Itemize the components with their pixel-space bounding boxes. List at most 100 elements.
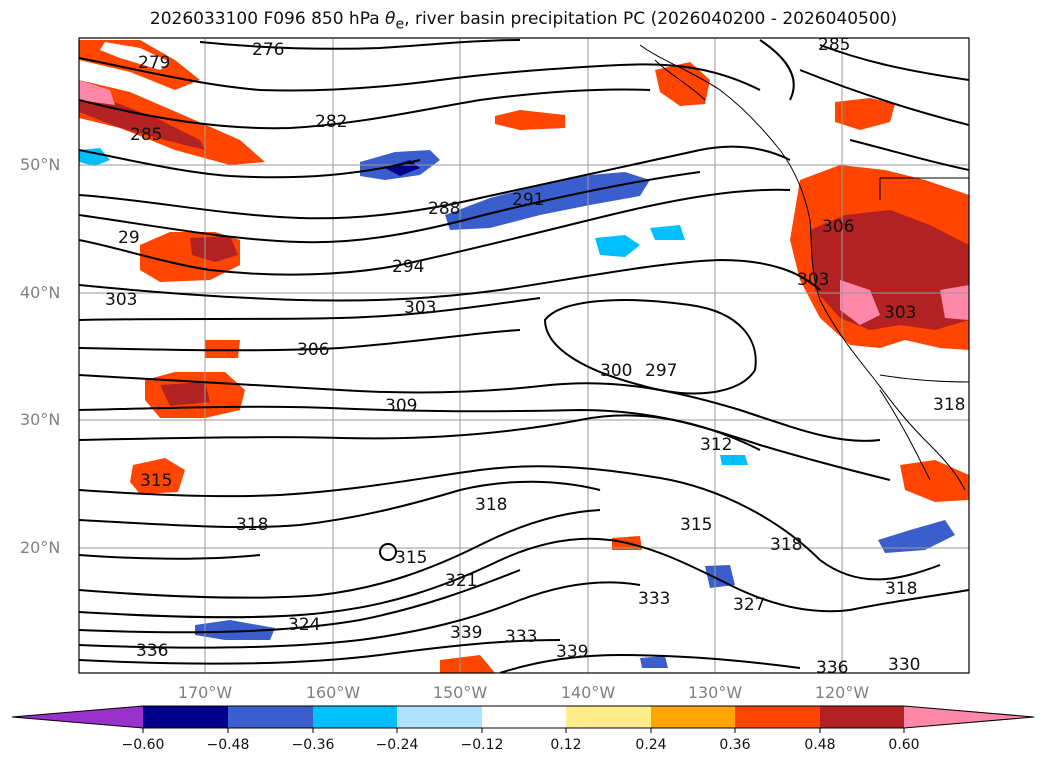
coastlines (639, 44, 969, 491)
contour-label: 339 (450, 623, 482, 643)
lon-label: 160°W (305, 683, 361, 702)
contour-label: 333 (638, 589, 670, 609)
colorbar-cell (566, 706, 651, 728)
colorbar-cell (820, 706, 904, 728)
anomaly-region (655, 62, 710, 106)
contour-line (79, 414, 761, 451)
anomaly-region (840, 280, 880, 325)
contour-label: 321 (445, 571, 477, 591)
contour-line (79, 554, 261, 560)
lat-label: 40°N (20, 283, 61, 302)
contour-line (79, 149, 421, 179)
title-prefix: 2026033100 F096 850 hPa (149, 9, 386, 29)
anomaly-region (705, 565, 735, 588)
graticule (79, 38, 969, 673)
contour-label: 294 (392, 257, 424, 277)
map-title: 2026033100 F096 850 hPa θe, river basin … (0, 9, 1047, 32)
contour-label: 303 (105, 290, 137, 310)
colorbar-tick-label: 0.24 (635, 737, 667, 753)
contour-line (379, 543, 397, 561)
contour-label: 306 (297, 340, 329, 360)
colorbar-extend-high (904, 706, 1034, 728)
colorbar-cell (228, 706, 313, 728)
coastline (879, 389, 931, 481)
contour-label: 309 (385, 396, 417, 416)
contour-line (79, 537, 969, 619)
contour-line (79, 581, 641, 649)
colorbar (11, 705, 1035, 733)
colorbar-cell (313, 706, 397, 728)
lon-label: 170°W (177, 683, 233, 702)
colorbar-tick-label: −0.48 (206, 737, 250, 753)
contour-line (799, 69, 969, 126)
anomaly-region (595, 235, 640, 257)
contour-label: 297 (645, 361, 677, 381)
contour-line (79, 171, 701, 244)
anomaly-region (900, 460, 969, 502)
contour-label: 333 (505, 627, 537, 647)
contour-line (79, 509, 601, 599)
contour-label: 315 (680, 515, 712, 535)
contour-line (79, 57, 761, 92)
contour-label: 315 (395, 548, 427, 568)
contour-line (79, 88, 651, 130)
contour-line (79, 639, 561, 665)
contour-line (849, 139, 969, 171)
colorbar-tick-label: 0.60 (888, 737, 920, 753)
border-line (879, 374, 969, 383)
contour-label: 318 (770, 535, 802, 555)
anomaly-region (720, 455, 748, 465)
contour-label: 330 (888, 655, 920, 675)
coastline (639, 44, 966, 491)
contour-label: 318 (475, 495, 507, 515)
contour-line (499, 653, 801, 673)
contour-line (819, 44, 969, 81)
contour-label: 306 (822, 217, 854, 237)
contour-line (79, 569, 521, 634)
colorbar-cell (735, 706, 820, 728)
title-subscript: e (395, 16, 405, 33)
contour-line (79, 258, 821, 302)
theta-e-contours (79, 39, 969, 673)
shaded-anomalies (79, 40, 969, 673)
anomaly-region (79, 80, 115, 105)
colorbar-tick-label: 0.48 (804, 737, 836, 753)
contour-label: 315 (140, 471, 172, 491)
colorbar-cell (482, 706, 566, 728)
contour-line (79, 405, 891, 481)
contour-label: 318 (885, 579, 917, 599)
contour-label: 312 (700, 435, 732, 455)
lon-label: 150°W (432, 683, 488, 702)
contour-label: 336 (816, 658, 848, 678)
anomaly-region (835, 98, 895, 130)
contour-label-layer: 276 279 282 285 285 288 291 294 29 303 3… (105, 35, 965, 678)
coastline (654, 59, 706, 101)
contour-line (543, 299, 757, 395)
contour-line (79, 465, 941, 581)
lon-label: 130°W (687, 683, 743, 702)
colorbar-tick-label: 0.36 (719, 737, 751, 753)
anomaly-region (385, 160, 420, 176)
anomaly-region (100, 42, 170, 70)
contour-label: 288 (428, 199, 460, 219)
anomaly-region (205, 340, 240, 358)
contour-label: 303 (404, 298, 436, 318)
contour-line (759, 39, 795, 101)
lat-label: 20°N (20, 538, 61, 557)
contour-label: 291 (512, 190, 544, 210)
contour-line (79, 480, 601, 529)
contour-label: 303 (884, 303, 916, 323)
contour-line (79, 145, 791, 220)
contour-line (79, 188, 791, 276)
anomaly-region (650, 225, 685, 240)
anomaly-region (190, 236, 238, 262)
colorbar-cell (651, 706, 735, 728)
contour-label: 285 (130, 125, 162, 145)
colorbar-cell (143, 706, 228, 728)
colorbar-extend-low (12, 706, 143, 728)
contour-label: 327 (733, 595, 765, 615)
anomaly-region (878, 520, 955, 553)
map-frame (78, 37, 970, 674)
contour-label: 339 (556, 642, 588, 662)
